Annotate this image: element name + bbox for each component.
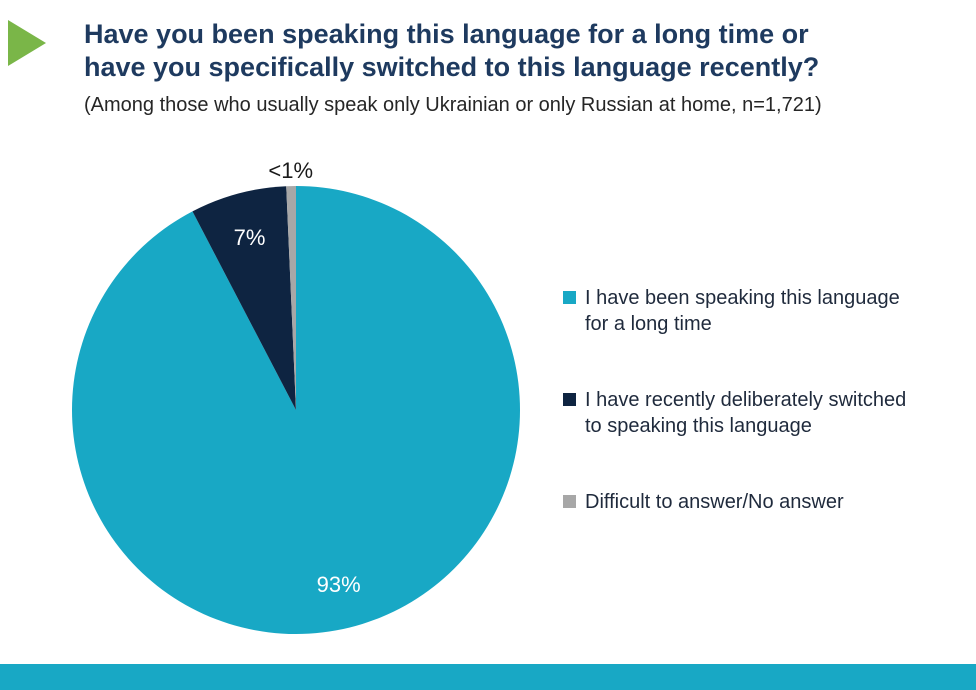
bottom-bar — [0, 664, 976, 690]
legend-item-switched: I have recently deliberately switched to… — [563, 387, 968, 439]
legend-item-long-time: I have been speaking this language for a… — [563, 285, 968, 337]
page-title-line-2: have you specifically switched to this l… — [84, 52, 820, 83]
pie-slice-label: 7% — [234, 225, 266, 250]
pie-chart: 93% 7% <1% — [71, 158, 520, 634]
legend-label: I have recently deliberately switched to… — [585, 389, 907, 437]
legend-label: Difficult to answer/No answer — [585, 491, 844, 513]
page-title: Have you been speaking this language for… — [84, 18, 954, 85]
bullet-triangle-icon — [8, 20, 46, 66]
legend-swatch-navy-icon — [563, 393, 576, 406]
legend-label: I have been speaking this language for a… — [585, 287, 900, 335]
pie-slice-label: <1% — [268, 158, 313, 183]
pie-slice — [286, 186, 296, 410]
pie-slice — [71, 186, 520, 634]
legend-swatch-gray-icon — [563, 495, 576, 508]
legend: I have been speaking this language for a… — [563, 285, 968, 515]
pie-slice — [192, 186, 296, 410]
legend-swatch-teal-icon — [563, 291, 576, 304]
page-subtitle: (Among those who usually speak only Ukra… — [84, 94, 822, 116]
legend-item-no-answer: Difficult to answer/No answer — [563, 489, 968, 515]
pie-slice-label: 93% — [317, 572, 361, 597]
page-title-line-1: Have you been speaking this language for… — [84, 19, 809, 49]
